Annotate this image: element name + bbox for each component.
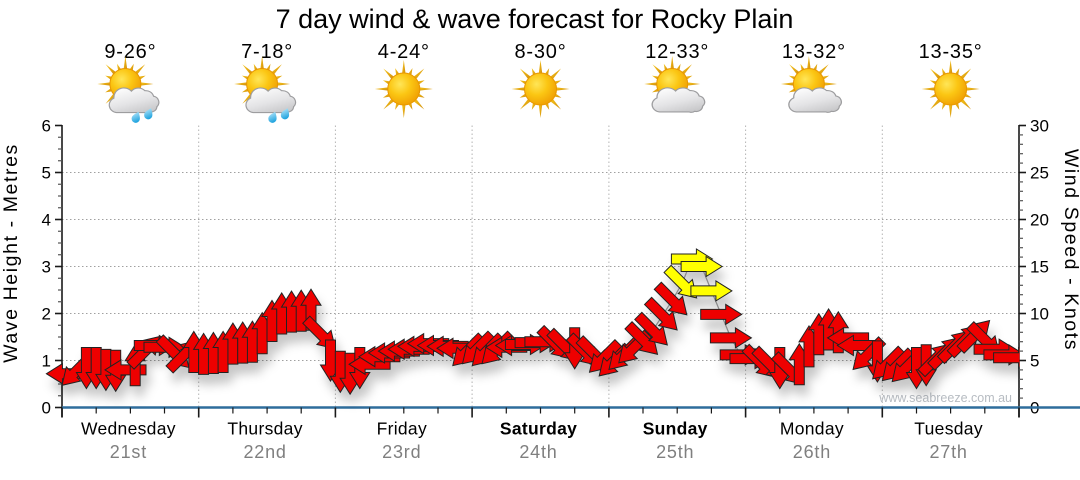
svg-text:27th: 27th (929, 442, 967, 462)
svg-text:7 day wind & wave forecast for: 7 day wind & wave forecast for Rocky Pla… (276, 4, 794, 34)
svg-text:1: 1 (42, 352, 51, 371)
svg-text:15: 15 (1030, 258, 1049, 277)
svg-text:Sunday: Sunday (643, 419, 708, 439)
svg-text:6: 6 (42, 117, 51, 136)
svg-text:21st: 21st (110, 442, 147, 462)
svg-text:0: 0 (42, 399, 51, 418)
svg-text:Thursday: Thursday (227, 419, 302, 439)
svg-text:20: 20 (1030, 211, 1049, 230)
svg-text:7-18°: 7-18° (241, 41, 293, 63)
svg-text:Wave Height - Metres: Wave Height - Metres (0, 143, 22, 363)
svg-text:9-26°: 9-26° (104, 41, 156, 63)
svg-text:Wind Speed - Knots: Wind Speed - Knots (1060, 149, 1080, 351)
svg-text:8-30°: 8-30° (514, 41, 566, 63)
svg-text:24th: 24th (519, 442, 557, 462)
svg-text:Friday: Friday (377, 419, 427, 439)
svg-text:13-32°: 13-32° (782, 41, 846, 63)
svg-text:22nd: 22nd (243, 442, 286, 462)
svg-text:25: 25 (1030, 164, 1049, 183)
svg-text:10: 10 (1030, 305, 1049, 324)
svg-text:2: 2 (42, 305, 51, 324)
svg-text:12-33°: 12-33° (645, 41, 709, 63)
svg-text:Monday: Monday (780, 419, 844, 439)
svg-text:Wednesday: Wednesday (81, 419, 176, 439)
svg-text:13-35°: 13-35° (919, 41, 983, 63)
svg-text:5: 5 (1030, 352, 1039, 371)
svg-text:25th: 25th (656, 442, 694, 462)
svg-text:3: 3 (42, 258, 51, 277)
svg-text:4: 4 (42, 211, 51, 230)
svg-text:Saturday: Saturday (500, 419, 577, 439)
svg-text:www.seabreeze.com.au: www.seabreeze.com.au (878, 391, 1012, 405)
svg-text:26th: 26th (793, 442, 831, 462)
svg-text:30: 30 (1030, 117, 1049, 136)
svg-text:4-24°: 4-24° (378, 41, 430, 63)
svg-text:5: 5 (42, 164, 51, 183)
svg-text:Tuesday: Tuesday (914, 419, 983, 439)
svg-text:23rd: 23rd (382, 442, 421, 462)
